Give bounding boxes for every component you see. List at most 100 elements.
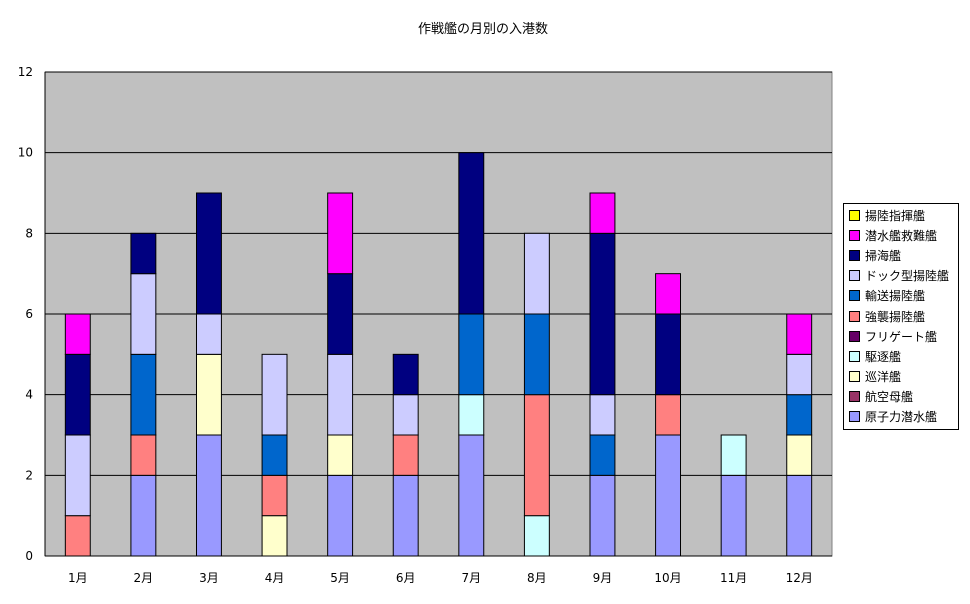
legend-label: 掃海艦 — [865, 248, 902, 263]
bar-segment — [392, 474, 419, 557]
y-tick-label: 12 — [18, 65, 33, 79]
bar-segment — [195, 353, 222, 436]
legend-label: 揚陸指揮艦 — [865, 208, 926, 223]
bar-segment — [720, 434, 747, 476]
x-tick-label: 11月 — [720, 571, 747, 585]
legend-label: 駆逐艦 — [865, 349, 902, 364]
bar-segment — [786, 353, 813, 396]
bar-segment — [392, 434, 419, 476]
bar-segment — [130, 273, 157, 355]
legend-item: 巡洋艦 — [844, 367, 958, 387]
legend-swatch — [849, 411, 860, 423]
bar-segment — [458, 434, 485, 557]
legend-item: 駆逐艦 — [844, 346, 958, 366]
bar-segment — [195, 313, 222, 355]
bar-segment — [589, 192, 616, 234]
y-tick-label: 6 — [25, 307, 33, 321]
x-tick-label: 6月 — [396, 571, 416, 585]
bar-segment — [458, 152, 485, 315]
y-tick-label: 8 — [25, 226, 33, 240]
bar-segment — [589, 394, 616, 436]
bar-segment — [720, 474, 747, 557]
bar-segment — [786, 434, 813, 476]
bar-segment — [458, 313, 485, 396]
legend-label: 潜水艦救難艦 — [865, 228, 938, 243]
y-tick-label: 0 — [25, 549, 33, 563]
legend-swatch — [849, 290, 860, 302]
x-tick-label: 10月 — [654, 571, 681, 585]
bar-segment — [130, 434, 157, 476]
bar-segment — [327, 192, 354, 275]
legend-label: 航空母艦 — [865, 390, 914, 405]
bar-segment — [655, 394, 682, 436]
axes: 0 2 4 6 8 10 12 1月 2月 3月 4月 5月 6月 7月 8月 9月 10月 11月 12月 — [18, 65, 832, 585]
legend-label: 原子力潜水艦 — [865, 410, 938, 425]
bar-segment — [261, 353, 288, 436]
bar-segment — [589, 232, 616, 396]
bar-segment — [64, 313, 91, 355]
bar-segment — [523, 394, 550, 517]
legend-swatch — [849, 209, 860, 221]
x-tick-label: 7月 — [461, 571, 481, 585]
legend: 揚陸指揮艦潜水艦救難艦 掃海艦ドック型揚陸艦 輸送揚陸艦強襲揚陸艦フリゲート艦駆逐艦… — [843, 203, 959, 431]
y-tick-label: 10 — [18, 146, 33, 160]
bar-segment — [327, 474, 354, 557]
legend-label: 強襲揚陸艦 — [865, 309, 926, 324]
legend-swatch — [849, 229, 860, 241]
legend-item: 潜水艦救難艦 — [844, 225, 958, 245]
legend-item: ドック型揚陸艦 — [844, 266, 958, 286]
x-tick-label: 8月 — [527, 571, 547, 585]
x-tick-label: 9月 — [593, 571, 613, 585]
legend-label: ドック型揚陸艦 — [865, 269, 950, 284]
bar-segment — [130, 474, 157, 557]
legend-item: フリゲート艦 — [844, 326, 958, 346]
x-tick-label: 2月 — [134, 571, 154, 585]
y-tick-label: 2 — [25, 468, 33, 482]
bar-segment — [261, 434, 288, 476]
x-tick-label: 3月 — [199, 571, 219, 585]
bar-segment — [327, 353, 354, 436]
legend-label: 輸送揚陸艦 — [865, 289, 926, 304]
bar-segment — [786, 313, 813, 355]
bar-segment — [261, 474, 288, 517]
bar-segment — [458, 394, 485, 436]
bar-segment — [589, 434, 616, 476]
bar-segment — [327, 434, 354, 476]
bar-segment — [523, 515, 550, 557]
chart-title: 作戦艦の月別の入港数 — [418, 22, 548, 37]
x-tick-label: 1月 — [68, 571, 88, 585]
bar-segment — [589, 474, 616, 557]
legend-swatch — [849, 350, 860, 362]
legend-swatch — [849, 270, 860, 282]
bar-segment — [64, 515, 91, 557]
legend-item: 航空母艦 — [844, 387, 958, 407]
gridlines — [45, 71, 832, 476]
x-tick-label: 12月 — [786, 571, 813, 585]
y-tick-label: 4 — [25, 388, 33, 402]
legend-item: 揚陸指揮艦 — [844, 205, 958, 225]
bar-segment — [195, 434, 222, 557]
bar-segment — [327, 273, 354, 355]
bar-segment — [523, 232, 550, 315]
bar-segment — [392, 353, 419, 396]
bar-segment — [130, 232, 157, 275]
bar-segment — [655, 313, 682, 396]
legend-item: 強襲揚陸艦 — [844, 306, 958, 326]
bar-segment — [64, 353, 91, 436]
x-tick-label: 4月 — [265, 571, 285, 585]
legend-item: 原子力潜水艦 — [844, 407, 958, 427]
bar-segment — [655, 273, 682, 315]
bar-segment — [392, 394, 419, 436]
x-tick-label: 5月 — [330, 571, 350, 585]
bar-segment — [786, 474, 813, 557]
bar-segment — [64, 434, 91, 517]
bar-segment — [786, 394, 813, 436]
legend-item: 輸送揚陸艦 — [844, 286, 958, 306]
legend-swatch — [849, 310, 860, 322]
legend-item: 掃海艦 — [844, 245, 958, 265]
bar-segment — [261, 515, 288, 557]
legend-swatch — [849, 391, 860, 403]
legend-swatch — [849, 249, 860, 261]
